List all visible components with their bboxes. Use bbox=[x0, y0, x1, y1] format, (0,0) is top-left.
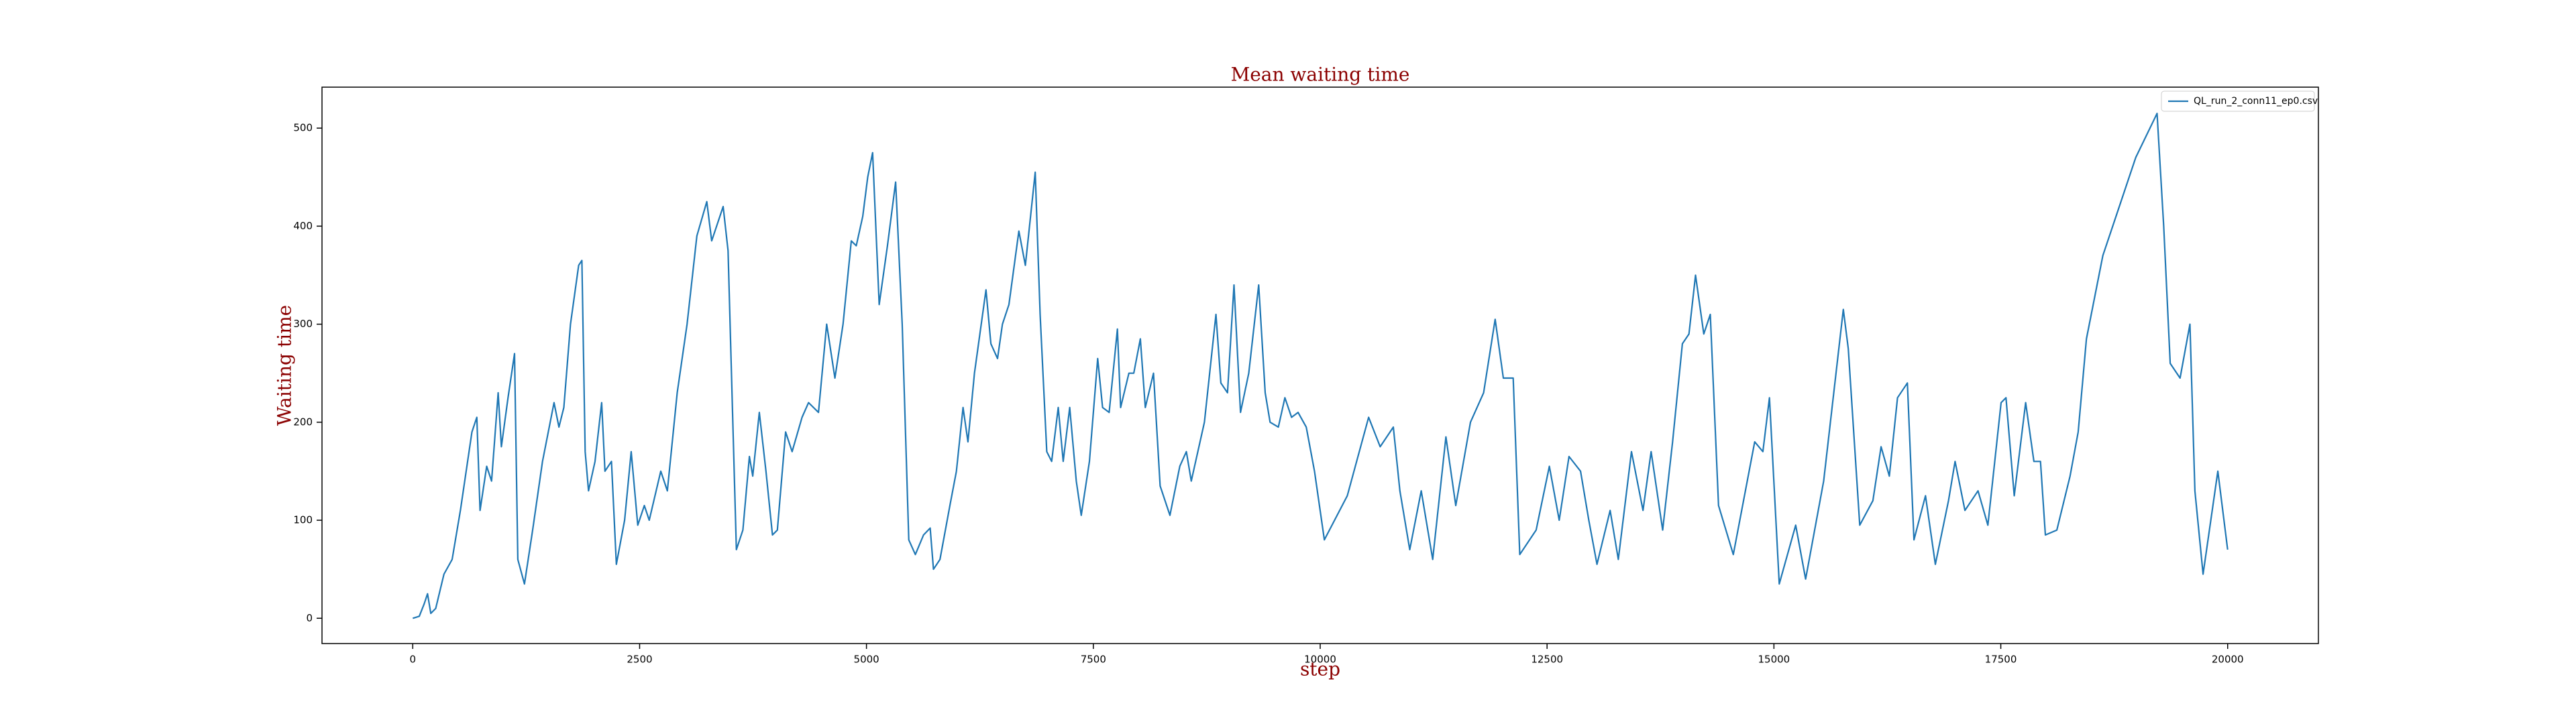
y-tick-label: 200 bbox=[293, 416, 313, 428]
x-tick-label: 7500 bbox=[1081, 654, 1106, 666]
x-tick-label: 2500 bbox=[627, 654, 652, 666]
y-tick-label: 400 bbox=[293, 220, 313, 232]
legend-box bbox=[2161, 90, 2315, 112]
plot-frame bbox=[321, 86, 2319, 644]
x-tick-label: 20000 bbox=[2212, 654, 2244, 666]
x-tick-label: 0 bbox=[409, 654, 416, 666]
y-axis-label: Waiting time bbox=[274, 305, 296, 426]
chart-title: Mean waiting time bbox=[1231, 64, 1410, 86]
y-tick-label: 500 bbox=[293, 122, 313, 134]
x-tick-label: 12500 bbox=[1531, 654, 1563, 666]
data-line bbox=[412, 113, 2229, 619]
x-tick-label: 15000 bbox=[1758, 654, 1790, 666]
y-tick-label: 300 bbox=[293, 318, 313, 330]
x-tick-label: 10000 bbox=[1304, 654, 1336, 666]
x-tick-label: 5000 bbox=[854, 654, 879, 666]
y-tick-label: 100 bbox=[293, 514, 313, 526]
legend-label: QL_run_2_conn11_ep0.csv bbox=[2194, 96, 2318, 107]
x-tick-label: 17500 bbox=[1985, 654, 2017, 666]
y-tick-label: 0 bbox=[306, 612, 313, 624]
x-axis-label: step bbox=[1300, 658, 1340, 680]
